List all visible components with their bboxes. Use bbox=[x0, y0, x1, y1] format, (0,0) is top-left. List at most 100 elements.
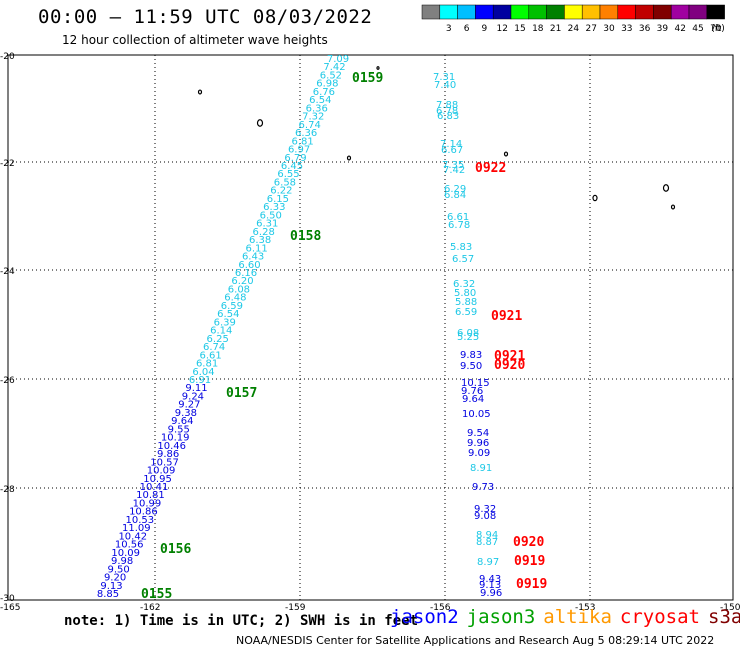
color-scale-swatch bbox=[564, 4, 583, 20]
color-scale-swatch bbox=[706, 4, 725, 20]
wave-height-value: 6.31 bbox=[256, 219, 278, 230]
wave-height-value: 6.52 bbox=[320, 70, 342, 81]
color-scale-swatch bbox=[457, 4, 476, 20]
color-scale-label: 45 bbox=[692, 24, 703, 34]
wave-height-value: 6.25 bbox=[207, 334, 229, 345]
wave-height-value: 6.59 bbox=[455, 307, 477, 318]
wave-height-value: 9.83 bbox=[460, 350, 482, 361]
color-scale-swatch bbox=[617, 4, 636, 20]
color-scale-label: 24 bbox=[568, 24, 580, 34]
wave-height-value: 10.46 bbox=[157, 441, 186, 452]
wave-height-value: 6.81 bbox=[196, 359, 218, 370]
wave-height-value: 10.09 bbox=[147, 466, 176, 477]
wave-height-value: 6.78 bbox=[448, 220, 470, 231]
wave-height-value: 6.04 bbox=[192, 367, 214, 378]
color-scale-swatch bbox=[581, 4, 601, 20]
island-outline bbox=[256, 119, 264, 127]
credit-line: NOAA/NESDIS Center for Satellite Applica… bbox=[236, 634, 715, 647]
lon-tick-label: -156 bbox=[430, 603, 451, 613]
pass-time-label: 0156 bbox=[160, 542, 191, 557]
wave-height-value: 10.81 bbox=[136, 490, 165, 501]
wave-height-value: 7.88 bbox=[436, 100, 458, 111]
wave-height-value: 10.19 bbox=[161, 433, 190, 444]
pass-time-label: 0920 bbox=[494, 358, 525, 373]
wave-height-value: 9.32 bbox=[474, 504, 496, 515]
island-outline bbox=[346, 155, 352, 161]
color-scale-label: 39 bbox=[657, 24, 669, 34]
wave-height-value: 6.57 bbox=[452, 254, 474, 265]
wave-height-value: 9.50 bbox=[107, 564, 129, 575]
wave-height-value: 6.98 bbox=[316, 79, 338, 90]
wave-height-value: 9.55 bbox=[168, 424, 190, 435]
pass-time-label: 0919 bbox=[514, 554, 545, 569]
lat-tick-label: -22 bbox=[0, 159, 15, 169]
pass-time-label: 0920 bbox=[513, 535, 544, 550]
wave-height-value: 9.38 bbox=[175, 408, 197, 419]
wave-height-value: 9.64 bbox=[171, 416, 193, 427]
wave-height-value: 10.86 bbox=[129, 507, 158, 518]
satellite-legend: jason2 jason3 altika cryosat s3a bbox=[390, 606, 740, 628]
lat-lon-grid bbox=[8, 55, 733, 600]
color-scale-label: 12 bbox=[496, 24, 507, 34]
wave-height-value: 10.99 bbox=[133, 498, 162, 509]
wave-height-value: 6.20 bbox=[231, 276, 253, 287]
lat-tick-label: -30 bbox=[0, 594, 15, 604]
lon-tick-label: -165 bbox=[0, 603, 20, 613]
wave-height-value: 9.96 bbox=[480, 588, 502, 599]
wave-height-value: 10.15 bbox=[461, 378, 490, 389]
wave-height-value: 9.54 bbox=[467, 428, 489, 439]
wave-height-value: 9.13 bbox=[100, 581, 122, 592]
wave-height-value: 6.97 bbox=[288, 145, 310, 156]
color-scale-label: 42 bbox=[674, 24, 685, 34]
wave-height-value: 10.09 bbox=[111, 548, 140, 559]
wave-height-value: 6.59 bbox=[221, 301, 243, 312]
island-outline bbox=[670, 204, 676, 210]
map-frame bbox=[7, 54, 734, 601]
color-scale-label: 21 bbox=[550, 24, 561, 34]
wave-height-value: 9.76 bbox=[461, 386, 483, 397]
wave-height-value: 6.43 bbox=[242, 252, 264, 263]
axis-labels: -165 -162 -159 -156 -153 -150 -20 -22 -24 -26 -28 -… bbox=[0, 52, 740, 613]
wave-height-value: 9.20 bbox=[104, 573, 126, 584]
wave-height-value: 10.57 bbox=[150, 457, 179, 468]
wave-height-value: 10.56 bbox=[115, 540, 144, 551]
lat-tick-label: -28 bbox=[0, 485, 15, 495]
satellite-altika: altika bbox=[543, 606, 612, 628]
pass-time-label: 0919 bbox=[516, 577, 547, 592]
lon-tick-label: -162 bbox=[140, 603, 160, 613]
jason3-ascending-track: 7.097.426.526.986.766.546.367.326.746.36… bbox=[97, 54, 349, 600]
wave-height-value: 6.11 bbox=[245, 243, 267, 254]
map-subtitle: 12 hour collection of altimeter wave hei… bbox=[62, 33, 328, 47]
island-outline bbox=[376, 66, 380, 70]
color-scale-swatch bbox=[599, 4, 619, 20]
pass-time-label: 0922 bbox=[475, 161, 506, 176]
satellite-jason3: jason3 bbox=[466, 606, 536, 628]
wave-height-value: 6.39 bbox=[214, 317, 236, 328]
wave-height-value: 8.87 bbox=[476, 537, 498, 548]
wave-height-value: 9.96 bbox=[467, 438, 489, 449]
wave-height-value: 6.36 bbox=[295, 128, 317, 139]
island-outline bbox=[662, 184, 670, 192]
wave-height-value: 9.86 bbox=[157, 449, 179, 460]
wave-height-value: 7.42 bbox=[323, 62, 345, 73]
lon-tick-label: -153 bbox=[575, 603, 595, 613]
lat-tick-label: -26 bbox=[0, 376, 15, 386]
time-labels: 0159015801570156015509220921092109200920… bbox=[141, 71, 547, 602]
wave-height-value: 6.54 bbox=[217, 309, 239, 320]
descending-track: 7.317.407.886.786.837.146.677.357.426.29… bbox=[433, 72, 502, 599]
wave-height-value: 9.73 bbox=[472, 482, 494, 493]
wave-height-value: 6.79 bbox=[284, 153, 306, 164]
color-scale-label: 70 bbox=[710, 24, 722, 34]
wave-height-value: 6.32 bbox=[453, 279, 475, 290]
satellite-cryosat: cryosat bbox=[619, 606, 700, 628]
wave-height-value: 7.31 bbox=[433, 72, 455, 83]
lat-tick-label: -20 bbox=[0, 52, 15, 62]
wave-height-value: 6.54 bbox=[309, 95, 331, 106]
wave-height-value: 10.53 bbox=[126, 515, 155, 526]
wave-height-value: 6.38 bbox=[249, 235, 271, 246]
wave-height-value: 9.50 bbox=[460, 361, 482, 372]
wave-height-value: 8.97 bbox=[477, 557, 499, 568]
color-scale-label: 3 bbox=[446, 24, 452, 34]
wave-height-value: 8.94 bbox=[476, 530, 498, 541]
color-scale-swatch bbox=[635, 4, 654, 20]
